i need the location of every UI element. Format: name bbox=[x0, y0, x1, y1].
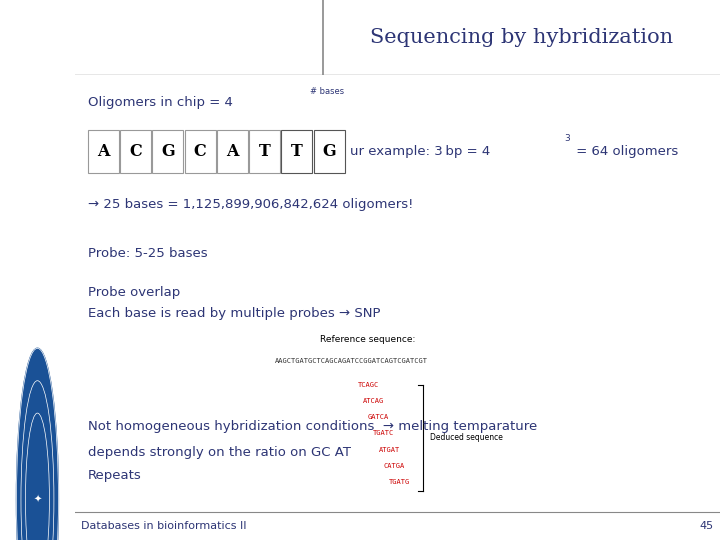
Text: Repeats: Repeats bbox=[88, 469, 142, 482]
Text: → 25 bases = 1,125,899,906,842,624 oligomers!: → 25 bases = 1,125,899,906,842,624 oligo… bbox=[88, 198, 413, 211]
Text: G: G bbox=[161, 143, 174, 160]
Circle shape bbox=[14, 327, 61, 540]
Text: A: A bbox=[97, 143, 109, 160]
FancyBboxPatch shape bbox=[120, 130, 151, 173]
Text: T: T bbox=[258, 143, 271, 160]
Text: depends strongly on the ratio on GC AT: depends strongly on the ratio on GC AT bbox=[88, 446, 351, 458]
Text: A: A bbox=[226, 143, 238, 160]
FancyBboxPatch shape bbox=[314, 130, 345, 173]
Text: Databases in bioinformatics II: Databases in bioinformatics II bbox=[81, 522, 247, 531]
Text: ur example: 3 bp = 4: ur example: 3 bp = 4 bbox=[350, 145, 490, 158]
Text: GATCA: GATCA bbox=[368, 414, 390, 420]
Text: C: C bbox=[194, 143, 207, 160]
Text: Oligomers in chip = 4: Oligomers in chip = 4 bbox=[88, 96, 233, 109]
Text: Probe: 5-25 bases: Probe: 5-25 bases bbox=[88, 247, 207, 260]
FancyBboxPatch shape bbox=[217, 130, 248, 173]
FancyBboxPatch shape bbox=[282, 130, 312, 173]
Text: UNIVERSITY OF GOTHENBURG: UNIVERSITY OF GOTHENBURG bbox=[33, 187, 42, 331]
FancyBboxPatch shape bbox=[88, 130, 119, 173]
Text: Probe overlap: Probe overlap bbox=[88, 286, 180, 299]
Text: C: C bbox=[129, 143, 142, 160]
Text: Reference sequence:: Reference sequence: bbox=[320, 335, 415, 344]
Text: G: G bbox=[323, 143, 336, 160]
Text: TGATC: TGATC bbox=[373, 430, 395, 436]
Text: CATGA: CATGA bbox=[384, 463, 405, 469]
Text: AAGCTGATGCTCAGCAGATCCGGATCAGTCGATCGT: AAGCTGATGCTCAGCAGATCCGGATCAGTCGATCGT bbox=[275, 358, 428, 364]
Text: Deduced sequence: Deduced sequence bbox=[430, 434, 503, 442]
Text: T: T bbox=[291, 143, 302, 160]
Text: 45: 45 bbox=[699, 522, 714, 531]
Text: 3: 3 bbox=[564, 134, 570, 143]
Text: = 64 oligomers: = 64 oligomers bbox=[572, 145, 678, 158]
Circle shape bbox=[17, 348, 58, 540]
Text: Sequencing by hybridization: Sequencing by hybridization bbox=[370, 28, 673, 47]
FancyBboxPatch shape bbox=[153, 130, 184, 173]
Text: # bases: # bases bbox=[310, 87, 344, 96]
Text: ATGAT: ATGAT bbox=[379, 447, 400, 453]
FancyBboxPatch shape bbox=[184, 130, 215, 173]
Text: ✦: ✦ bbox=[33, 495, 42, 504]
Text: ATCAG: ATCAG bbox=[363, 398, 384, 404]
FancyBboxPatch shape bbox=[249, 130, 280, 173]
Text: TGATG: TGATG bbox=[389, 479, 410, 485]
Text: Not homogeneous hybridization conditions  → melting temparature: Not homogeneous hybridization conditions… bbox=[88, 420, 537, 433]
Text: Each base is read by multiple probes → SNP: Each base is read by multiple probes → S… bbox=[88, 307, 380, 320]
Text: TCAGC: TCAGC bbox=[358, 382, 379, 388]
